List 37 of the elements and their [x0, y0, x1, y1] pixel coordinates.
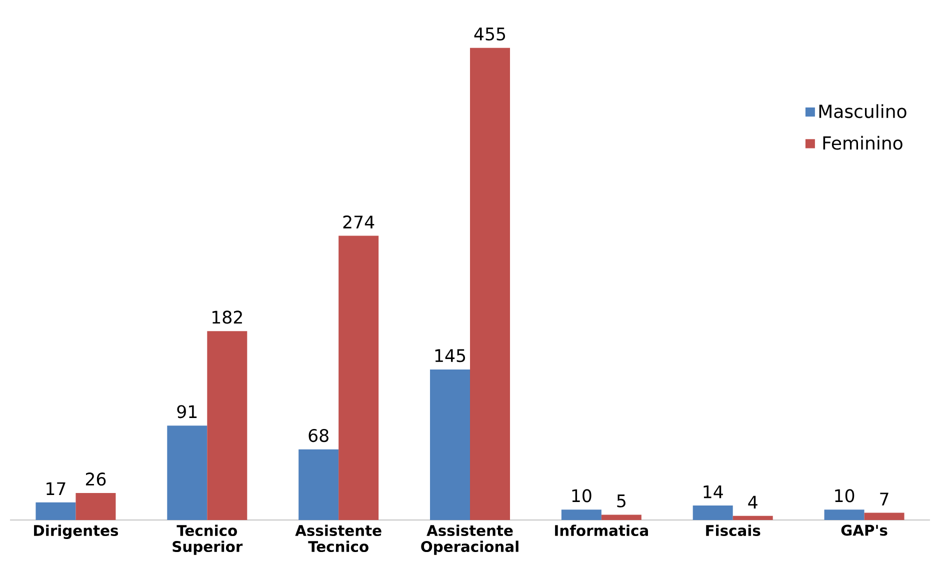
bar — [601, 514, 642, 520]
legend-label: Feminino — [823, 136, 902, 150]
data-label: 91 — [177, 405, 197, 418]
data-label: 10 — [572, 489, 592, 502]
bar — [36, 502, 76, 520]
data-label: 14 — [704, 485, 723, 498]
data-label: 4 — [748, 496, 758, 508]
bar — [470, 48, 510, 520]
data-label: 17 — [46, 482, 66, 495]
bar — [692, 505, 733, 520]
x-tick-label: Informatica — [555, 524, 648, 536]
data-label: 10 — [835, 489, 854, 502]
x-tick-label: Assistente Operacional — [421, 524, 518, 555]
data-label: 7 — [880, 492, 888, 506]
data-label: 26 — [86, 472, 106, 486]
x-tick-label: Tecnico Superior — [172, 524, 243, 555]
legend-label: Masculino — [819, 104, 906, 118]
bar — [76, 493, 116, 520]
data-label: 68 — [308, 428, 328, 442]
data-label: 145 — [435, 349, 466, 362]
data-label: 455 — [474, 28, 506, 41]
x-tick-label: Dirigentes — [34, 524, 118, 539]
bar — [824, 510, 864, 520]
bar — [732, 516, 773, 520]
x-tick-label: Fiscais — [706, 524, 760, 536]
bar — [561, 510, 602, 520]
data-label: 5 — [617, 494, 626, 508]
x-tick-label: GAP's — [841, 524, 888, 536]
data-label: 182 — [212, 310, 242, 324]
bar — [167, 426, 208, 520]
data-label: 274 — [343, 215, 374, 228]
bar — [864, 512, 904, 520]
bar — [298, 449, 339, 520]
bar — [207, 331, 248, 520]
x-tick-label: Assistente Tecnico — [295, 524, 382, 552]
bar — [430, 370, 470, 520]
bar — [338, 236, 379, 520]
